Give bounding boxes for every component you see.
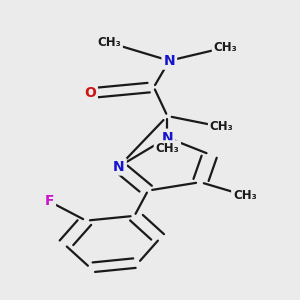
Text: O: O [84, 86, 96, 100]
Text: CH₃: CH₃ [233, 189, 256, 202]
Text: N: N [161, 131, 173, 145]
Text: CH₃: CH₃ [155, 142, 179, 155]
Text: F: F [44, 194, 54, 208]
Text: CH₃: CH₃ [214, 41, 237, 54]
Text: N: N [164, 54, 175, 68]
Text: CH₃: CH₃ [210, 120, 233, 133]
Text: N: N [113, 160, 125, 173]
Text: CH₃: CH₃ [98, 36, 121, 49]
